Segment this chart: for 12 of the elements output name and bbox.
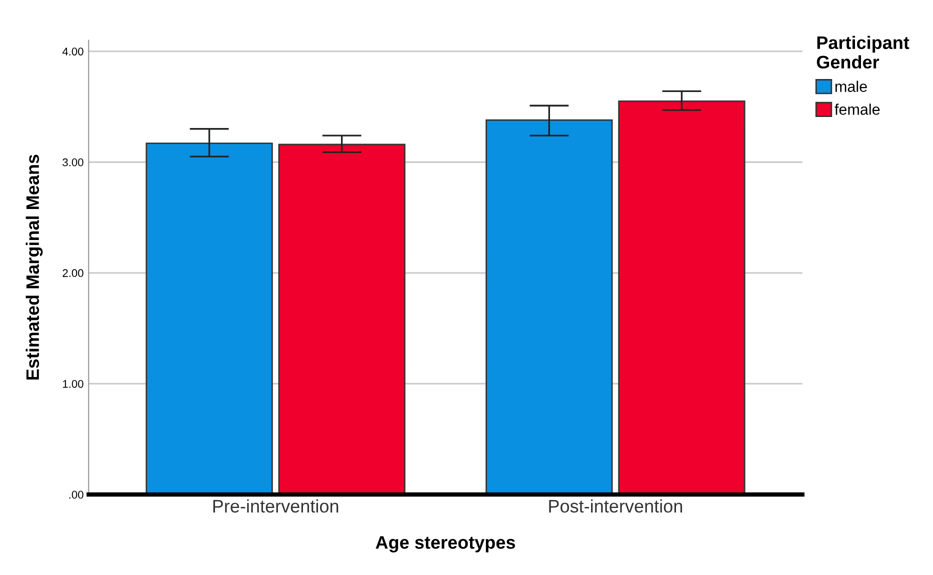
y-tick-label: 4.00	[62, 48, 84, 56]
x-axis-title: Age stereotypes	[376, 536, 516, 552]
y-tick-label: 1.00	[63, 380, 84, 388]
legend-title: Participant Gender	[816, 36, 910, 69]
y-tick-label: 3.00	[62, 158, 84, 166]
y-tick-label: 2.00	[62, 269, 84, 278]
legend-label: female	[834, 104, 880, 115]
x-tick-label: Post-intervention	[549, 499, 682, 513]
x-tick-label: Pre-intervention	[213, 499, 338, 513]
legend-label: male	[835, 80, 867, 92]
y-axis-title: Estimated Marginal Means	[26, 154, 43, 380]
y-tick-label: .00	[69, 490, 84, 499]
